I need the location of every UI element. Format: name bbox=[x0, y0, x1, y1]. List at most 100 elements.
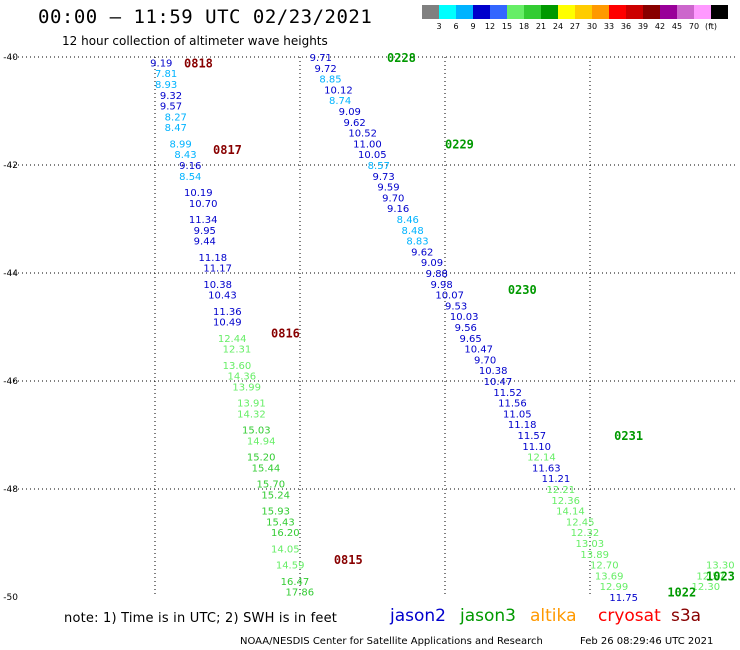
track-pass-label: 0818 bbox=[184, 56, 213, 70]
color-swatch bbox=[524, 5, 541, 19]
color-swatch bbox=[558, 5, 575, 19]
wave-height-value: 10.12 bbox=[324, 85, 353, 96]
wave-height-value: 14.14 bbox=[556, 507, 585, 518]
color-swatch bbox=[711, 5, 728, 19]
wave-height-value: 14.59 bbox=[276, 561, 305, 572]
wave-height-value: 12.36 bbox=[551, 496, 580, 507]
wave-height-value: 10.47 bbox=[464, 345, 493, 356]
wave-height-value: 9.44 bbox=[194, 237, 216, 248]
wave-height-value: 9.16 bbox=[179, 161, 201, 172]
wave-height-value: 15.20 bbox=[247, 453, 276, 464]
color-scale-label: (ft) bbox=[704, 22, 718, 31]
wave-height-value: 9.71 bbox=[310, 53, 332, 64]
footer-note-row: note: 1) Time is in UTC; 2) SWH is in fe… bbox=[0, 606, 740, 632]
wave-height-value: 12.21 bbox=[547, 485, 576, 496]
track-pass-label: 1022 bbox=[667, 586, 696, 600]
wave-height-value: 16.47 bbox=[281, 577, 310, 588]
wave-height-value: 9.65 bbox=[460, 334, 482, 345]
satellite-legend-altika: altika bbox=[530, 606, 577, 626]
color-scale-label: 9 bbox=[470, 22, 476, 31]
wave-height-value: 9.53 bbox=[445, 301, 467, 312]
track-pass-label: 0230 bbox=[508, 283, 537, 297]
wave-height-value: 9.09 bbox=[339, 107, 361, 118]
y-tick-label: -42 bbox=[3, 161, 18, 171]
y-tick-label: -50 bbox=[3, 593, 18, 603]
color-swatch bbox=[439, 5, 456, 19]
wave-height-value: 14.32 bbox=[237, 409, 266, 420]
credit-timestamp: Feb 26 08:29:46 UTC 2021 bbox=[580, 636, 714, 647]
wave-height-value: 11.63 bbox=[532, 463, 561, 474]
color-swatch bbox=[541, 5, 558, 19]
track-pass-label: 0229 bbox=[445, 137, 474, 151]
track-pass-label: 1023 bbox=[706, 569, 735, 583]
wave-height-value: 12.31 bbox=[223, 345, 252, 356]
wave-height-value: 11.75 bbox=[609, 593, 638, 604]
wave-height-value: 9.09 bbox=[421, 258, 443, 269]
wave-height-value: 9.73 bbox=[373, 172, 395, 183]
wave-height-value: 10.43 bbox=[208, 291, 237, 302]
wave-height-value: 8.57 bbox=[368, 161, 390, 172]
wave-height-value: 10.70 bbox=[189, 199, 218, 210]
color-swatch bbox=[660, 5, 677, 19]
wave-height-value: 15.70 bbox=[257, 480, 286, 491]
wave-height-value: 12.45 bbox=[566, 517, 595, 528]
y-tick-label: -48 bbox=[3, 485, 18, 495]
wave-height-value: 8.54 bbox=[179, 172, 201, 183]
wave-height-value: 13.91 bbox=[237, 399, 266, 410]
wave-height-value: 9.62 bbox=[344, 118, 366, 129]
wave-height-value: 9.57 bbox=[160, 102, 182, 113]
wave-height-value: 10.38 bbox=[203, 280, 232, 291]
wave-height-value: 15.44 bbox=[252, 463, 281, 474]
wave-height-value: 10.52 bbox=[348, 129, 377, 140]
wave-height-value: 12.30 bbox=[692, 582, 721, 593]
color-swatch bbox=[626, 5, 643, 19]
wave-height-value: 10.03 bbox=[450, 312, 479, 323]
wave-height-value: 12.32 bbox=[571, 528, 600, 539]
wave-height-value: 11.56 bbox=[498, 399, 527, 410]
wave-height-value: 8.27 bbox=[165, 112, 187, 123]
wave-height-value: 11.21 bbox=[542, 474, 571, 485]
credit-line: NOAA/NESDIS Center for Satellite Applica… bbox=[240, 636, 543, 647]
wave-height-value: 9.70 bbox=[474, 355, 496, 366]
satellite-legend-jason3: jason3 bbox=[460, 606, 516, 626]
altimeter-map: -40-42-44-46-48-50-150-147-144-141-138-1… bbox=[3, 51, 735, 604]
color-swatch bbox=[592, 5, 609, 19]
color-scale-label: 27 bbox=[569, 22, 581, 31]
wave-height-value: 10.38 bbox=[479, 366, 508, 377]
satellite-legend-jason2: jason2 bbox=[390, 606, 446, 626]
color-swatch bbox=[694, 5, 711, 19]
track-pass-label: 0815 bbox=[334, 553, 363, 567]
color-scale-label: 39 bbox=[637, 22, 649, 31]
color-scale-label: 36 bbox=[620, 22, 632, 31]
wave-height-value: 12.57 bbox=[696, 571, 725, 582]
wave-height-value: 15.93 bbox=[261, 507, 290, 518]
wave-height-value: 11.00 bbox=[353, 139, 382, 150]
wave-height-value: 9.62 bbox=[411, 247, 433, 258]
wave-height-value: 14.36 bbox=[228, 372, 257, 383]
y-tick-label: -40 bbox=[3, 53, 18, 63]
wave-height-value: 9.95 bbox=[194, 226, 216, 237]
page-title: 00:00 – 11:59 UTC 02/23/2021 bbox=[38, 6, 373, 28]
color-swatch bbox=[609, 5, 626, 19]
y-tick-label: -44 bbox=[3, 269, 18, 279]
satellite-legend-s3a: s3a bbox=[671, 606, 702, 626]
color-swatch bbox=[473, 5, 490, 19]
wave-height-value: 9.59 bbox=[377, 183, 399, 194]
color-scale-label: 15 bbox=[501, 22, 513, 31]
color-scale-label: 45 bbox=[671, 22, 683, 31]
wave-height-value: 11.57 bbox=[518, 431, 547, 442]
color-swatch bbox=[643, 5, 660, 19]
color-swatch bbox=[507, 5, 524, 19]
wave-height-value: 10.47 bbox=[484, 377, 513, 388]
wave-height-value: 9.70 bbox=[382, 193, 404, 204]
wave-height-value: 8.46 bbox=[397, 215, 419, 226]
track-pass-label: 0816 bbox=[271, 326, 300, 340]
color-scale-label: 6 bbox=[453, 22, 459, 31]
color-scale-label: 42 bbox=[654, 22, 666, 31]
color-swatch bbox=[575, 5, 592, 19]
wave-height-value: 11.10 bbox=[522, 442, 551, 453]
wave-height-value: 12.44 bbox=[218, 334, 247, 345]
wave-height-value: 13.99 bbox=[232, 382, 261, 393]
wave-height-value: 8.48 bbox=[402, 226, 424, 237]
wave-height-value: 8.99 bbox=[170, 139, 192, 150]
